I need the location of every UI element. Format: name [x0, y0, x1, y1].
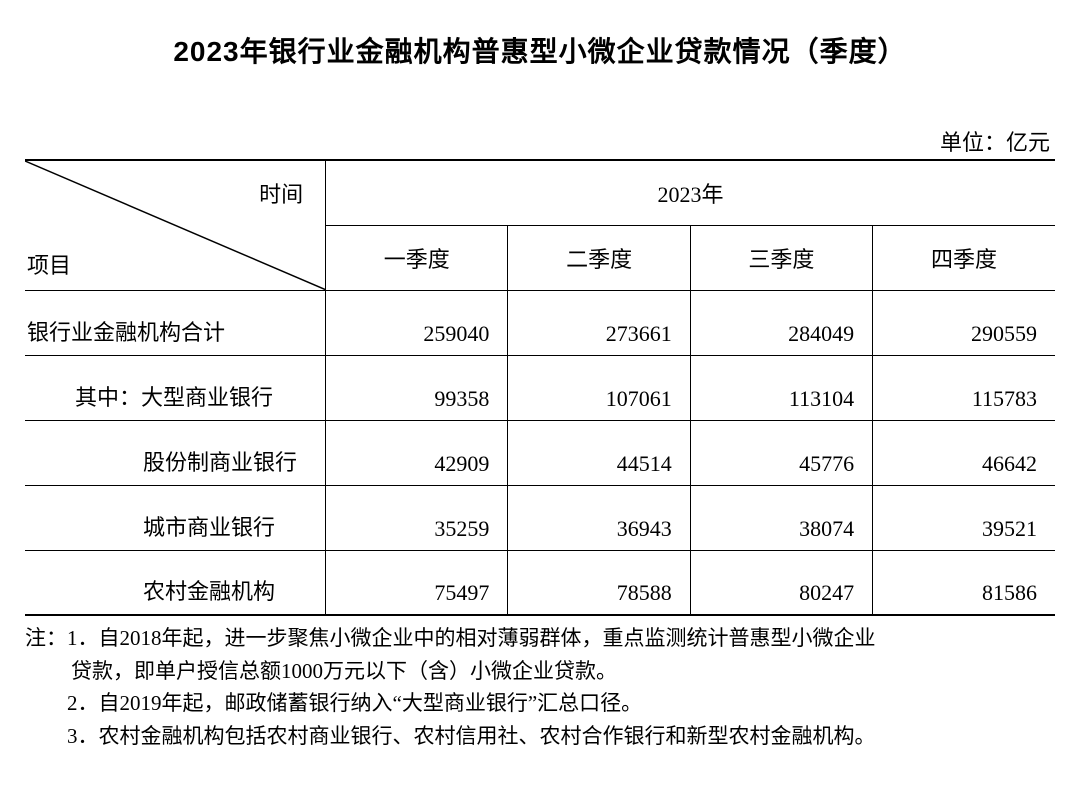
cell: 290559 — [873, 290, 1055, 355]
cell: 273661 — [508, 290, 690, 355]
footnote-1: 注：1．自2018年起，进一步聚焦小微企业中的相对薄弱群体，重点监测统计普惠型小… — [25, 622, 1055, 655]
header-time-label: 时间 — [259, 177, 303, 209]
footnote-3: 3．农村金融机构包括农村商业银行、农村信用社、农村合作银行和新型农村金融机构。 — [67, 724, 876, 748]
cell: 78588 — [508, 550, 690, 615]
row-label: 银行业金融机构合计 — [25, 290, 326, 355]
header-year: 2023年 — [326, 160, 1055, 225]
cell: 46642 — [873, 420, 1055, 485]
cell: 80247 — [690, 550, 872, 615]
cell: 44514 — [508, 420, 690, 485]
cell: 113104 — [690, 355, 872, 420]
cell: 284049 — [690, 290, 872, 355]
row-label: 城市商业银行 — [25, 485, 326, 550]
header-q1: 一季度 — [326, 225, 508, 290]
footnote-prefix: 注： — [25, 626, 67, 650]
cell: 107061 — [508, 355, 690, 420]
cell: 45776 — [690, 420, 872, 485]
page-title: 2023年银行业金融机构普惠型小微企业贷款情况（季度） — [25, 30, 1055, 70]
header-q3: 三季度 — [690, 225, 872, 290]
table-row: 其中：大型商业银行 99358 107061 113104 115783 — [25, 355, 1055, 420]
table-row: 城市商业银行 35259 36943 38074 39521 — [25, 485, 1055, 550]
cell: 36943 — [508, 485, 690, 550]
cell: 81586 — [873, 550, 1055, 615]
unit-label: 单位：亿元 — [25, 125, 1055, 157]
data-table: 时间 项目 2023年 一季度 二季度 三季度 四季度 银行业金融机构合计 25… — [25, 159, 1055, 616]
footnote-2: 2．自2019年起，邮政储蓄银行纳入“大型商业银行”汇总口径。 — [67, 691, 642, 715]
cell: 99358 — [326, 355, 508, 420]
cell: 39521 — [873, 485, 1055, 550]
table-row: 股份制商业银行 42909 44514 45776 46642 — [25, 420, 1055, 485]
cell: 38074 — [690, 485, 872, 550]
cell: 115783 — [873, 355, 1055, 420]
row-label: 股份制商业银行 — [25, 420, 326, 485]
cell: 42909 — [326, 420, 508, 485]
table-row: 银行业金融机构合计 259040 273661 284049 290559 — [25, 290, 1055, 355]
row-label: 其中：大型商业银行 — [25, 355, 326, 420]
footnote-1-cont: 贷款，即单户授信总额1000万元以下（含）小微企业贷款。 — [25, 655, 1055, 688]
cell: 259040 — [326, 290, 508, 355]
diag-header-cell: 时间 项目 — [25, 160, 326, 290]
header-q2: 二季度 — [508, 225, 690, 290]
header-q4: 四季度 — [873, 225, 1055, 290]
table-body: 银行业金融机构合计 259040 273661 284049 290559 其中… — [25, 290, 1055, 615]
table-row: 农村金融机构 75497 78588 80247 81586 — [25, 550, 1055, 615]
footnotes: 注：1．自2018年起，进一步聚焦小微企业中的相对薄弱群体，重点监测统计普惠型小… — [25, 622, 1055, 752]
cell: 35259 — [326, 485, 508, 550]
cell: 75497 — [326, 550, 508, 615]
header-item-label: 项目 — [27, 248, 71, 280]
row-label: 农村金融机构 — [25, 550, 326, 615]
